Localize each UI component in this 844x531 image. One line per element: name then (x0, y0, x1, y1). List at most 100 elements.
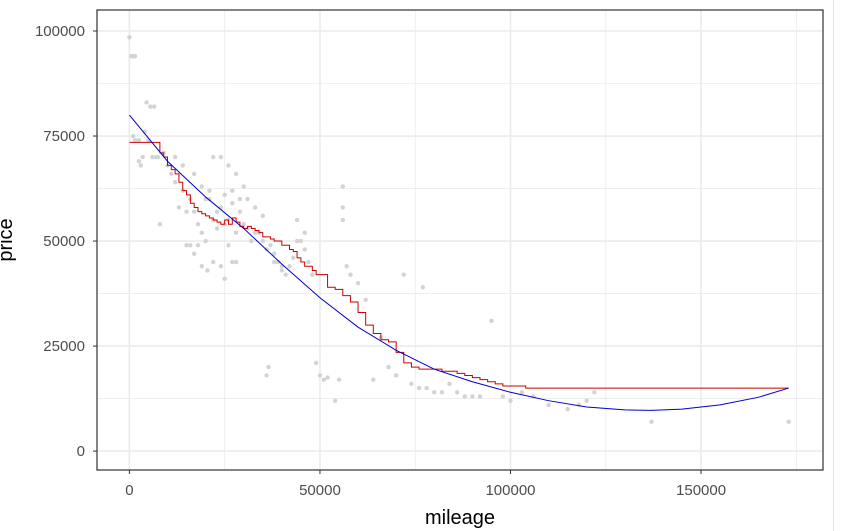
x-axis: 0 50000 100000 150000 (125, 470, 726, 499)
data-point (393, 373, 399, 378)
panel-border (96, 9, 824, 471)
data-point (306, 259, 311, 265)
data-point (191, 171, 197, 177)
data-point (264, 373, 269, 378)
data-point (298, 238, 304, 244)
data-point (546, 402, 551, 408)
data-point (462, 394, 467, 399)
data-point (268, 243, 273, 248)
data-point (199, 184, 205, 189)
data-point (214, 226, 220, 231)
data-point (191, 251, 197, 256)
data-point (439, 390, 445, 395)
data-point (138, 163, 144, 168)
data-point (340, 217, 346, 223)
data-point (416, 385, 422, 391)
data-point (222, 276, 227, 282)
data-point (241, 222, 246, 227)
data-point (508, 398, 513, 403)
data-point (140, 154, 145, 160)
data-point (348, 272, 353, 277)
data-point (272, 251, 277, 256)
data-point (786, 419, 791, 424)
data-point (649, 419, 654, 424)
data-point (386, 364, 391, 370)
data-point (266, 364, 271, 370)
data-point (592, 390, 597, 395)
data-point (172, 180, 178, 185)
data-point (127, 35, 132, 40)
data-point (180, 163, 185, 168)
data-point (205, 268, 210, 273)
data-point (148, 104, 153, 109)
data-point (500, 394, 506, 399)
data-point (565, 406, 570, 412)
data-point (489, 318, 494, 324)
data-point (260, 238, 265, 244)
data-point (222, 192, 227, 198)
data-point (136, 138, 142, 143)
data-point (144, 100, 149, 105)
grid (97, 10, 823, 470)
y-tick-label: 75000 (43, 128, 85, 145)
data-point (340, 184, 346, 189)
data-point (332, 398, 338, 403)
data-point (252, 205, 258, 210)
scatter-points (127, 35, 791, 424)
data-point (199, 230, 205, 235)
data-point (230, 188, 235, 193)
data-point (294, 238, 300, 244)
panel-background (97, 10, 823, 470)
data-point (252, 230, 258, 235)
data-point (169, 171, 174, 177)
data-point (477, 394, 483, 399)
y-tick-label: 100000 (35, 23, 85, 40)
data-point (157, 222, 163, 227)
data-point (409, 381, 414, 387)
data-point (207, 196, 212, 202)
data-point (245, 196, 250, 202)
data-point (230, 259, 235, 265)
x-tick-label: 100000 (485, 482, 535, 499)
data-point (401, 272, 406, 277)
data-point (355, 280, 361, 286)
y-tick-label: 50000 (43, 233, 85, 250)
data-point (294, 217, 300, 223)
data-point (420, 285, 426, 290)
data-point (317, 373, 323, 378)
data-point (151, 104, 157, 109)
data-point (155, 154, 161, 160)
data-point (260, 213, 265, 219)
data-point (226, 163, 231, 168)
data-point (283, 272, 288, 277)
data-point (313, 360, 319, 366)
data-point (172, 154, 178, 160)
data-point (150, 154, 155, 160)
x-tick-label: 150000 (676, 482, 726, 499)
right-edge (833, 0, 844, 531)
data-point (195, 243, 201, 248)
data-point (211, 154, 216, 160)
data-point (291, 255, 296, 261)
data-point (218, 264, 224, 269)
data-point (321, 377, 326, 382)
x-tick-label: 50000 (299, 482, 341, 499)
x-axis-title: mileage (425, 507, 495, 529)
data-point (132, 54, 138, 59)
data-point (432, 390, 437, 395)
data-point (454, 390, 460, 395)
data-point (241, 184, 246, 189)
y-tick-label: 25000 (43, 338, 85, 355)
data-point (136, 159, 142, 164)
data-point (131, 133, 136, 139)
data-point (237, 196, 243, 202)
data-point (233, 171, 239, 177)
data-point (237, 209, 243, 214)
data-point (279, 268, 285, 273)
data-point (447, 381, 452, 387)
y-tick-label: 0 (77, 443, 85, 460)
data-point (195, 222, 201, 227)
y-axis-title: price (0, 218, 17, 261)
data-point (132, 138, 138, 143)
